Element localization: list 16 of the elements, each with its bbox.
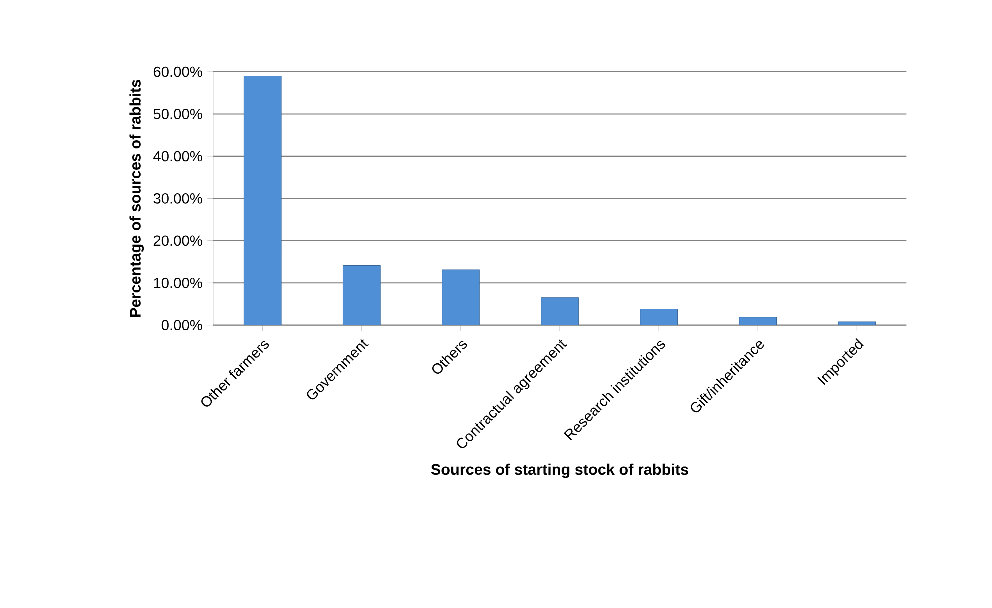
y-tick-label: 20.00% [154, 236, 202, 246]
bar [442, 270, 480, 326]
y-tick-label: 60.00% [154, 66, 202, 78]
y-tick-label: 10.00% [154, 278, 202, 288]
bar [838, 322, 876, 326]
x-axis-title: Sources of starting stock of rabbits [431, 464, 688, 478]
bar [342, 266, 381, 326]
y-tick-label: 40.00% [154, 151, 202, 162]
bar [640, 309, 678, 326]
y-tick-label: 50.00% [154, 109, 202, 120]
bar [541, 298, 579, 326]
y-axis-title: Percentage of sources of rabbits [130, 80, 144, 317]
bar [244, 76, 282, 326]
y-tick-label: 30.00% [154, 193, 202, 204]
bar [739, 317, 778, 326]
y-tick-label: 0.00% [162, 320, 202, 331]
